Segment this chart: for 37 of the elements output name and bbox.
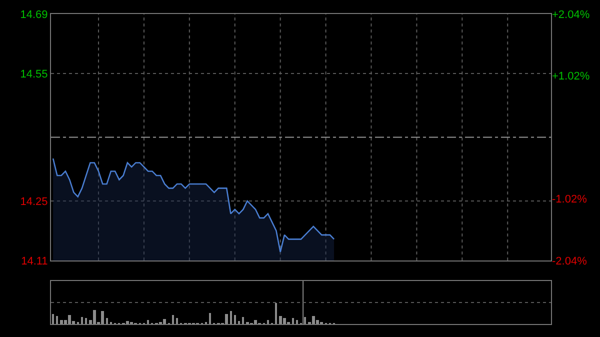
bar bbox=[296, 320, 298, 324]
bar bbox=[60, 320, 63, 324]
bar bbox=[283, 318, 286, 324]
y2-tick-label: +2.04% bbox=[552, 8, 590, 21]
bar bbox=[275, 302, 277, 324]
y-tick-label: 14.25 bbox=[20, 196, 48, 208]
bar bbox=[126, 320, 129, 324]
bar bbox=[52, 314, 54, 324]
bar bbox=[209, 312, 211, 324]
bar bbox=[56, 316, 58, 324]
bar bbox=[238, 320, 240, 324]
bar bbox=[163, 318, 166, 324]
bar bbox=[267, 320, 269, 324]
y-tick-label: 14.69 bbox=[20, 8, 48, 21]
y-tick-label: 14.11 bbox=[21, 255, 48, 268]
bar bbox=[234, 314, 236, 324]
bar bbox=[254, 320, 257, 324]
bar bbox=[101, 310, 104, 324]
bar bbox=[292, 318, 294, 324]
bar bbox=[68, 314, 71, 324]
bar bbox=[242, 316, 244, 324]
bar bbox=[230, 310, 232, 324]
bar bbox=[147, 320, 149, 324]
y-tick-label: 14.55 bbox=[20, 68, 48, 80]
bar bbox=[176, 318, 178, 324]
bar bbox=[106, 318, 108, 324]
bar bbox=[172, 314, 174, 324]
bar bbox=[85, 318, 87, 324]
y2-tick-label: -2.04% bbox=[552, 255, 588, 268]
bar bbox=[225, 314, 228, 324]
y2-tick-label: -1.02% bbox=[552, 194, 588, 206]
bar bbox=[93, 310, 96, 324]
bar bbox=[312, 316, 315, 324]
y2-tick-label: +1.02% bbox=[552, 70, 590, 82]
bar bbox=[316, 320, 319, 324]
bar bbox=[279, 316, 282, 324]
bar bbox=[81, 316, 83, 324]
